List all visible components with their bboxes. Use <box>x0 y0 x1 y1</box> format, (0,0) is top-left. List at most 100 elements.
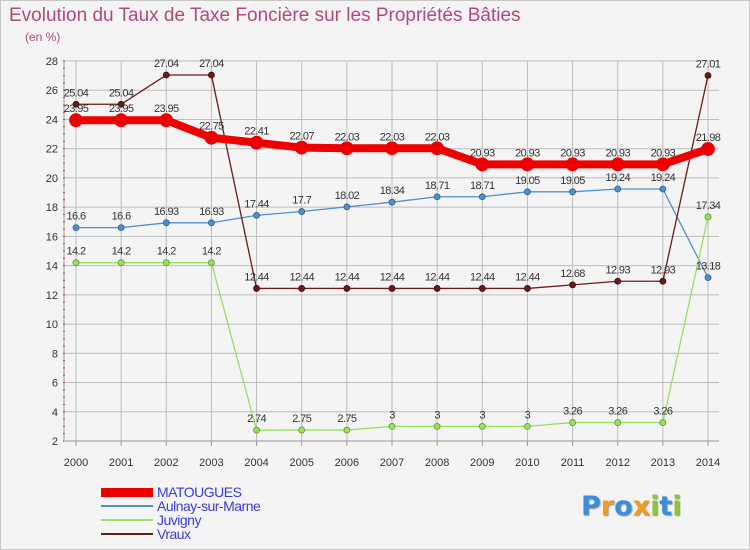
data-point-vraux <box>208 71 215 79</box>
data-label-aulnay-sur-marne: 16.6 <box>66 211 85 223</box>
x-tick-label: 2005 <box>289 457 313 469</box>
data-point-juvigny <box>253 426 260 434</box>
x-tick-label: 2011 <box>561 457 585 469</box>
data-label-aulnay-sur-marne: 17.44 <box>244 198 269 210</box>
data-label-juvigny: 2.75 <box>337 413 356 425</box>
data-label-aulnay-sur-marne: 19.24 <box>651 172 676 184</box>
data-label-vraux: 12.44 <box>335 271 360 283</box>
data-point-aulnay-sur-marne <box>72 224 80 232</box>
x-tick-label: 2010 <box>515 457 539 469</box>
data-label-juvigny: 2.74 <box>247 413 266 425</box>
data-point-aulnay-sur-marne <box>704 274 712 282</box>
data-label-vraux: 25.04 <box>109 87 134 99</box>
x-tick-label: 2000 <box>64 457 88 469</box>
data-label-matougues: 21.98 <box>696 132 721 144</box>
x-tick-label: 2009 <box>470 457 494 469</box>
data-point-aulnay-sur-marne <box>117 224 125 232</box>
data-label-juvigny: 14.2 <box>66 246 85 258</box>
data-label-aulnay-sur-marne: 19.24 <box>605 172 630 184</box>
data-point-juvigny <box>524 422 531 430</box>
proxiti-logo: Proxiti <box>581 491 682 522</box>
data-point-juvigny <box>72 259 80 267</box>
legend-swatch <box>101 519 153 521</box>
data-point-matougues <box>655 157 670 172</box>
data-point-matougues <box>249 135 264 150</box>
data-label-vraux: 27.04 <box>199 58 224 70</box>
legend-label: MATOUGUES <box>157 484 242 500</box>
data-point-aulnay-sur-marne <box>298 208 306 215</box>
data-label-aulnay-sur-marne: 19.05 <box>515 175 540 187</box>
unit-label: (en %) <box>25 30 61 44</box>
data-point-aulnay-sur-marne <box>253 211 260 219</box>
chart-title: Evolution du Taux de Taxe Foncière sur l… <box>9 5 521 26</box>
data-point-vraux <box>478 285 486 292</box>
series-matougues <box>69 113 715 172</box>
data-point-vraux <box>253 285 260 292</box>
x-tick-label: 2013 <box>651 457 675 469</box>
y-tick-label: 28 <box>46 56 58 68</box>
data-point-aulnay-sur-marne <box>208 219 215 227</box>
data-label-matougues: 22.07 <box>289 131 314 143</box>
data-point-matougues <box>204 130 219 145</box>
data-label-juvigny: 17.34 <box>696 200 721 212</box>
data-point-vraux <box>704 72 712 79</box>
data-point-juvigny <box>298 426 306 434</box>
data-point-aulnay-sur-marne <box>162 219 170 227</box>
data-label-juvigny: 14.2 <box>112 246 131 258</box>
logo-letter: t <box>659 491 673 522</box>
data-label-matougues: 22.75 <box>199 121 224 133</box>
data-point-vraux <box>298 285 306 292</box>
data-label-juvigny: 14.2 <box>202 246 221 258</box>
data-point-vraux <box>659 277 667 285</box>
data-point-vraux <box>162 71 170 79</box>
data-label-matougues: 20.93 <box>605 147 630 159</box>
data-point-matougues <box>520 157 535 172</box>
data-point-matougues <box>430 141 445 156</box>
data-point-matougues <box>339 141 354 156</box>
legend-swatch <box>101 488 153 497</box>
y-tick-label: 16 <box>46 231 58 243</box>
logo-letter: r <box>600 491 615 522</box>
data-label-aulnay-sur-marne: 17.7 <box>292 195 311 207</box>
logo-letter: i <box>650 491 660 522</box>
data-point-vraux <box>117 100 125 108</box>
data-label-aulnay-sur-marne: 16.93 <box>154 206 179 218</box>
data-label-vraux: 25.04 <box>64 87 89 99</box>
data-label-vraux: 12.68 <box>560 268 585 280</box>
data-label-aulnay-sur-marne: 13.18 <box>696 261 721 273</box>
data-point-aulnay-sur-marne <box>614 185 622 193</box>
data-label-aulnay-sur-marne: 16.6 <box>112 211 131 223</box>
data-point-juvigny <box>208 259 215 267</box>
logo-letter: x <box>632 491 651 522</box>
series-aulnay-sur-marne <box>72 185 712 282</box>
data-point-juvigny <box>614 419 622 426</box>
data-label-aulnay-sur-marne: 18.34 <box>380 185 405 197</box>
data-point-juvigny <box>659 419 667 426</box>
data-point-matougues <box>69 113 83 128</box>
x-tick-label: 2002 <box>154 457 178 469</box>
data-label-matougues: 22.03 <box>425 131 450 143</box>
data-point-aulnay-sur-marne <box>659 185 667 193</box>
y-tick-label: 4 <box>52 407 58 419</box>
legend-label: Vraux <box>157 526 191 542</box>
legend-item: MATOUGUES <box>101 484 301 500</box>
data-label-juvigny: 3 <box>389 409 395 421</box>
y-tick-label: 18 <box>46 202 58 214</box>
data-point-juvigny <box>117 259 125 267</box>
data-point-matougues <box>114 113 129 128</box>
y-tick-label: 2 <box>52 436 58 448</box>
data-point-matougues <box>159 113 174 128</box>
data-point-matougues <box>565 157 580 172</box>
data-point-aulnay-sur-marne <box>343 203 351 211</box>
data-label-matougues: 20.93 <box>651 147 676 159</box>
data-label-aulnay-sur-marne: 16.93 <box>199 206 224 218</box>
logo-letter: o <box>614 491 633 522</box>
data-label-aulnay-sur-marne: 18.71 <box>470 180 495 192</box>
data-point-vraux <box>524 285 531 292</box>
data-label-juvigny: 3 <box>525 409 531 421</box>
data-point-vraux <box>433 285 441 292</box>
data-point-aulnay-sur-marne <box>433 193 441 201</box>
data-label-vraux: 12.44 <box>425 271 450 283</box>
legend-swatch <box>101 533 153 535</box>
x-tick-label: 2004 <box>244 457 268 469</box>
